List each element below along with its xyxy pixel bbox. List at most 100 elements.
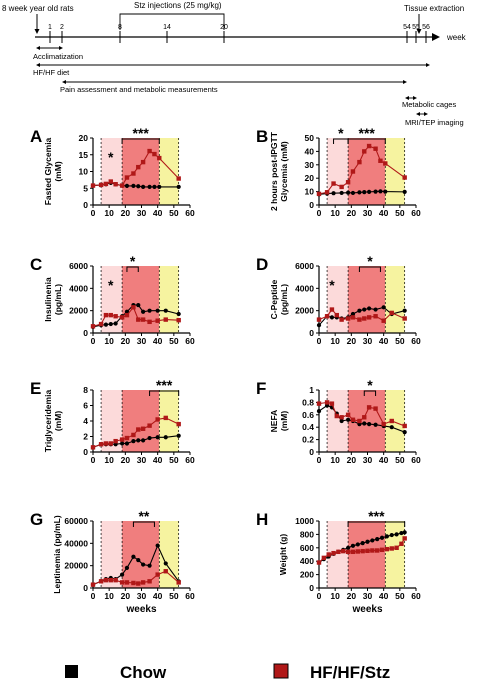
timeline-start-arrowhead (34, 29, 40, 34)
data-point-hfstz (163, 415, 168, 421)
data-point-hfstz (350, 549, 356, 555)
data-point-hfstz (345, 316, 351, 321)
x-tick-label: 50 (395, 591, 405, 601)
timeline-ticks (49, 31, 427, 43)
y-tick-label: 20 (79, 133, 89, 143)
x-tick-label: 30 (363, 455, 373, 465)
legend-swatch-chow (65, 665, 78, 678)
y-axis-label-line: C-Peptide (269, 279, 279, 319)
data-point-hfstz (345, 180, 351, 185)
data-point-chow (362, 307, 367, 312)
data-point-chow (176, 184, 181, 190)
period-arrowhead-left (36, 63, 40, 67)
data-point-hfstz (176, 421, 181, 427)
x-tick-label: 20 (347, 591, 357, 601)
data-point-hfstz (362, 316, 367, 321)
data-point-hfstz (373, 406, 378, 411)
data-point-chow (147, 563, 152, 568)
significance-label: *** (359, 125, 376, 141)
data-point-hfstz (316, 191, 322, 197)
data-point-chow (147, 435, 152, 441)
data-point-hfstz (336, 549, 341, 555)
data-point-hfstz (98, 442, 104, 447)
data-point-hfstz (357, 317, 362, 322)
data-point-chow (383, 189, 388, 194)
x-tick-label: 60 (411, 591, 421, 601)
data-point-chow (163, 435, 168, 440)
data-point-chow (120, 572, 125, 577)
x-tick-label: 60 (411, 455, 421, 465)
data-point-chow (367, 422, 372, 427)
panel-letter: C (30, 255, 42, 274)
timeline: 8 week year old rats Stz injections (25 … (2, 1, 467, 127)
timeline-start-label: 8 week year old rats (2, 4, 74, 13)
y-axis-label: Weight (g) (278, 534, 288, 576)
data-point-hfstz (103, 181, 109, 187)
data-point-chow (399, 530, 404, 536)
y-tick-label: 400 (300, 556, 314, 566)
data-point-chow (131, 439, 136, 444)
phase-band (348, 521, 386, 588)
data-point-hfstz (124, 580, 130, 585)
y-axis-label: Leptinemia (pg/mL) (52, 515, 62, 594)
timeline-tick-label: 1 (48, 24, 52, 31)
y-tick-label: 50 (305, 133, 315, 143)
data-point-hfstz (366, 143, 372, 149)
data-point-chow (124, 441, 130, 446)
data-point-chow (346, 417, 351, 422)
data-point-hfstz (357, 159, 362, 165)
data-point-hfstz (324, 314, 330, 319)
data-point-hfstz (136, 317, 141, 322)
data-point-hfstz (140, 580, 146, 585)
y-tick-label: 1 (309, 385, 314, 395)
data-point-chow (124, 183, 130, 189)
y-tick-label: 600 (300, 543, 314, 553)
period-pain-assessment: Pain assessment and metabolic measuremen… (60, 80, 407, 94)
data-point-chow (136, 438, 141, 443)
data-point-hfstz (124, 312, 130, 318)
data-point-hfstz (339, 415, 344, 420)
data-point-hfstz (90, 324, 96, 329)
data-point-hfstz (350, 169, 356, 174)
y-axis-label-line: (mM) (53, 411, 63, 431)
data-point-hfstz (324, 400, 330, 405)
y-tick-label: 15 (79, 150, 89, 160)
y-tick-label: 0.6 (302, 410, 314, 420)
x-tick-label: 10 (330, 208, 340, 218)
data-point-hfstz (384, 546, 390, 552)
x-tick-label: 40 (379, 591, 389, 601)
data-point-chow (147, 308, 152, 313)
data-point-hfstz (402, 316, 407, 321)
y-axis-label: Fasted Glycemia(mM) (43, 137, 63, 205)
data-point-chow (155, 308, 160, 313)
data-point-hfstz (357, 418, 362, 424)
y-tick-label: 4000 (295, 283, 314, 293)
data-point-hfstz (373, 314, 378, 319)
y-tick-label: 0 (83, 583, 88, 593)
data-point-hfstz (341, 548, 346, 554)
significance-bracket (363, 390, 377, 396)
phase-band (159, 266, 179, 333)
x-tick-label: 50 (169, 591, 179, 601)
data-point-hfstz (366, 405, 372, 410)
data-point-chow (120, 441, 125, 446)
x-tick-label: 30 (363, 208, 373, 218)
data-point-chow (355, 542, 360, 547)
phase-band (385, 266, 405, 333)
x-tick-label: 60 (185, 336, 195, 346)
data-point-chow (155, 435, 160, 440)
x-tick-label: 0 (91, 591, 96, 601)
data-point-chow (108, 321, 113, 327)
y-axis-label-line: (mM) (53, 161, 63, 181)
y-axis-label-line: (pg/mL) (53, 284, 63, 315)
phase-band (327, 521, 349, 588)
data-point-chow (155, 543, 160, 548)
data-point-hfstz (379, 547, 385, 553)
phase-band (122, 521, 160, 588)
data-point-chow (370, 538, 375, 543)
data-point-hfstz (316, 401, 322, 406)
data-point-chow (136, 557, 141, 563)
timeline-tick-label: 54 (403, 24, 411, 31)
x-tick-label: 20 (121, 208, 131, 218)
data-point-hfstz (381, 421, 386, 427)
